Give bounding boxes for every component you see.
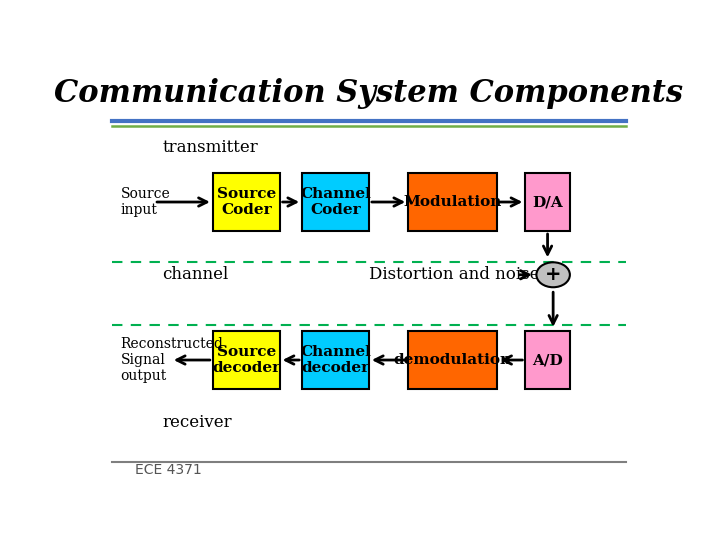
FancyBboxPatch shape — [408, 173, 498, 231]
Circle shape — [536, 262, 570, 287]
Text: +: + — [545, 265, 562, 284]
Text: Source
input: Source input — [121, 187, 171, 217]
Text: Source
decoder: Source decoder — [212, 345, 280, 375]
Text: Distortion and noise: Distortion and noise — [369, 266, 539, 284]
Text: transmitter: transmitter — [163, 139, 258, 157]
FancyBboxPatch shape — [213, 173, 280, 231]
Text: demodulation: demodulation — [394, 353, 512, 367]
Text: Source
Coder: Source Coder — [217, 187, 276, 217]
FancyBboxPatch shape — [213, 331, 280, 389]
Text: Communication System Components: Communication System Components — [55, 78, 683, 110]
FancyBboxPatch shape — [302, 331, 369, 389]
FancyBboxPatch shape — [526, 173, 570, 231]
FancyBboxPatch shape — [408, 331, 498, 389]
Text: Reconstructed
Signal
output: Reconstructed Signal output — [121, 337, 224, 383]
Text: channel: channel — [163, 266, 229, 284]
Text: A/D: A/D — [532, 353, 563, 367]
Text: ECE 4371: ECE 4371 — [135, 463, 202, 477]
FancyBboxPatch shape — [526, 331, 570, 389]
Text: Channel
Coder: Channel Coder — [300, 187, 371, 217]
FancyBboxPatch shape — [302, 173, 369, 231]
Text: Channel
decoder: Channel decoder — [300, 345, 371, 375]
Text: D/A: D/A — [532, 195, 563, 209]
Text: receiver: receiver — [163, 414, 232, 431]
Text: Modulation: Modulation — [403, 195, 502, 209]
